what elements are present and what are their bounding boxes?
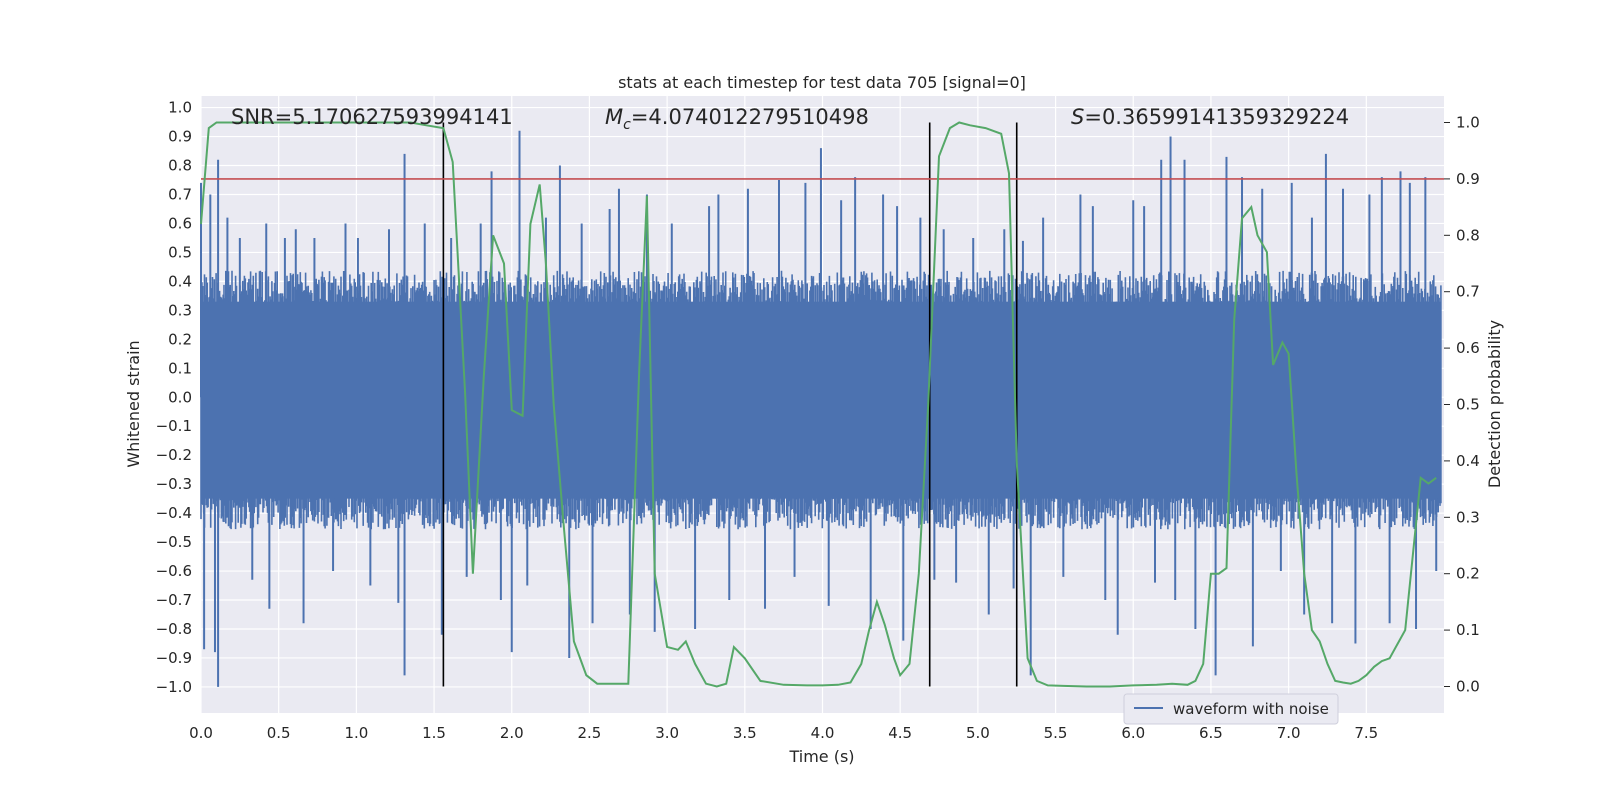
y-tick-label: 0.5	[168, 243, 192, 261]
x-tick-label: 5.0	[966, 724, 990, 742]
y-tick-label: 0.6	[168, 214, 192, 232]
y-tick-label: −0.1	[156, 417, 192, 435]
x-tick-label: 5.5	[1044, 724, 1068, 742]
y-tick-label: −0.3	[156, 475, 192, 493]
y-tick-label: 1.0	[168, 99, 192, 117]
chirp-mass-subscript: c	[623, 117, 631, 133]
x-tick-label: 6.0	[1121, 724, 1145, 742]
y-tick-label: −0.9	[156, 649, 192, 667]
x-tick-label: 3.5	[733, 724, 757, 742]
y-tick-label: 0.8	[168, 157, 192, 175]
y-tick-label: −1.0	[156, 678, 192, 696]
y2-axis-label: Detection probability	[1485, 320, 1504, 488]
x-tick-label: 3.0	[655, 724, 679, 742]
vertical-markers	[442, 122, 1018, 687]
spin-value: =0.36599141359329224	[1084, 105, 1349, 129]
x-tick-label: 6.5	[1199, 724, 1223, 742]
y-tick-label: 0.3	[168, 301, 192, 319]
y2-tick-label: 0.2	[1456, 565, 1480, 583]
y2-tick-label: 0.3	[1456, 508, 1480, 526]
y2-tick-label: 0.6	[1456, 339, 1480, 357]
detection-probability-line	[200, 121, 1437, 688]
y-tick-label: 0.4	[168, 272, 192, 290]
x-tick-label: 0.5	[267, 724, 291, 742]
x-tick-label: 1.0	[344, 724, 368, 742]
x-tick-label: 7.5	[1354, 724, 1378, 742]
y2-tick-label: 0.8	[1456, 226, 1480, 244]
x-tick-label: 4.0	[811, 724, 835, 742]
x-tick-label: 1.5	[422, 724, 446, 742]
y-tick-label: −0.5	[156, 533, 192, 551]
y2-tick-label: 1.0	[1456, 114, 1480, 132]
y-tick-label: 0.0	[168, 388, 192, 406]
y-tick-label: −0.8	[156, 620, 192, 638]
spin-symbol: S	[1071, 105, 1084, 129]
chirp-mass-value: =4.074012279510498	[631, 105, 869, 129]
chart-title: stats at each timestep for test data 705…	[618, 73, 1026, 92]
y-tick-label: 0.9	[168, 128, 192, 146]
y-tick-label: −0.6	[156, 562, 192, 580]
y2-tick-label: 0.9	[1456, 170, 1480, 188]
y-tick-label: −0.7	[156, 591, 192, 609]
y-tick-label: −0.4	[156, 504, 192, 522]
x-tick-label: 2.0	[500, 724, 524, 742]
y-tick-label: 0.1	[168, 359, 192, 377]
y2-tick-labels: 1.0 0.9 0.8 0.7 0.6 0.5 0.4 0.3 0.2 0.1 0.0	[1444, 114, 1480, 695]
chirp-mass-symbol: M	[605, 105, 623, 129]
x-tick-label: 7.0	[1277, 724, 1301, 742]
chirp-mass-annotation: Mc=4.074012279510498	[605, 105, 869, 133]
legend-box	[1123, 693, 1339, 725]
y-tick-label: −0.2	[156, 446, 192, 464]
detection-probability-series	[200, 121, 1437, 688]
x-tick-label: 4.5	[888, 724, 912, 742]
y-axis-label: Whitened strain	[124, 340, 143, 467]
y2-tick-label: 0.0	[1456, 677, 1480, 695]
legend: waveform with noise	[1123, 693, 1339, 725]
snr-annotation: SNR=5.170627593994141	[231, 105, 513, 129]
x-axis-label: Time (s)	[788, 747, 854, 766]
y-tick-label: 0.2	[168, 330, 192, 348]
y2-tick-label: 0.5	[1456, 396, 1480, 414]
spin-annotation: S=0.36599141359329224	[1071, 105, 1349, 129]
y2-tick-label: 0.4	[1456, 452, 1480, 470]
y-tick-label: 0.7	[168, 185, 192, 203]
x-tick-label: 0.0	[189, 724, 213, 742]
y-tick-labels: 1.0 0.9 0.8 0.7 0.6 0.5 0.4 0.3 0.2 0.1 0.0 −0.1 −0.…	[156, 99, 192, 696]
x-tick-labels: 0.0 0.5 1.0 1.5 2.0 2.5 3.0 3.5 4.0 4.5 5.0 5.5 6.0 6…	[189, 724, 1378, 742]
x-tick-label: 2.5	[578, 724, 602, 742]
y2-tick-label: 0.1	[1456, 621, 1480, 639]
y2-tick-label: 0.7	[1456, 283, 1480, 301]
legend-label: waveform with noise	[1173, 700, 1329, 718]
